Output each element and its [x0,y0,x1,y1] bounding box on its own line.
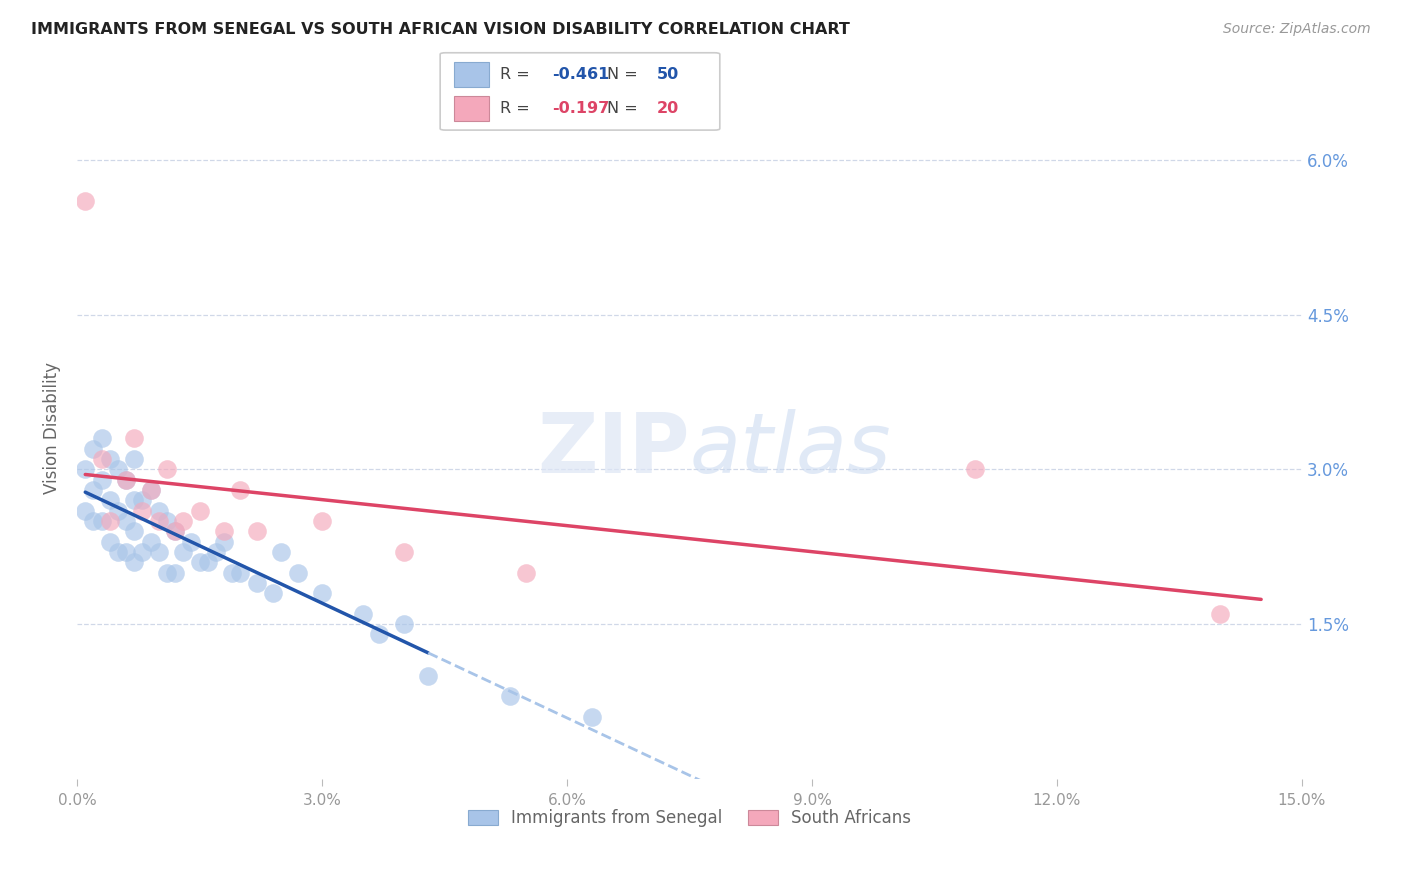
Point [581,710,603,724]
Point [197,555,219,569]
Point [90,473,112,487]
Point [172,514,194,528]
Point [188,555,211,569]
Point [156,566,179,580]
Point [75,462,97,476]
Point [368,627,391,641]
Point [221,566,243,580]
Point [156,514,179,528]
Point [246,575,269,590]
FancyBboxPatch shape [440,53,720,130]
Point [965,462,987,476]
Point [82,442,104,456]
Point [392,617,415,632]
Point [139,483,162,497]
Text: 20: 20 [657,101,679,116]
Point [352,607,374,621]
Point [229,566,252,580]
Point [287,566,309,580]
Point [165,566,187,580]
Point [212,524,235,539]
Point [131,504,153,518]
Point [90,432,112,446]
Point [139,483,162,497]
Point [262,586,284,600]
Point [148,514,170,528]
Point [122,555,145,569]
Point [1209,607,1232,621]
Y-axis label: Vision Disability: Vision Disability [44,362,60,494]
Point [156,462,179,476]
Point [98,534,121,549]
Point [165,524,187,539]
Point [311,586,333,600]
Point [148,504,170,518]
Bar [454,96,489,121]
Point [499,690,522,704]
Point [165,524,187,539]
Point [515,566,537,580]
Point [270,545,292,559]
Point [139,534,162,549]
Text: IMMIGRANTS FROM SENEGAL VS SOUTH AFRICAN VISION DISABILITY CORRELATION CHART: IMMIGRANTS FROM SENEGAL VS SOUTH AFRICAN… [31,22,849,37]
Point [82,483,104,497]
Point [115,473,138,487]
Point [131,493,153,508]
Point [107,504,129,518]
Text: -0.461: -0.461 [553,67,610,82]
Point [246,524,269,539]
Point [418,669,440,683]
Point [311,514,333,528]
Point [115,514,138,528]
Point [122,524,145,539]
Point [75,504,97,518]
Text: ZIP: ZIP [537,409,689,490]
Point [229,483,252,497]
Point [392,545,415,559]
Point [122,432,145,446]
Point [148,545,170,559]
Text: Source: ZipAtlas.com: Source: ZipAtlas.com [1223,22,1371,37]
Text: N =: N = [607,67,644,82]
Point [90,452,112,467]
Point [131,545,153,559]
Point [107,462,129,476]
Point [212,534,235,549]
Text: R =: R = [501,67,536,82]
Text: R =: R = [501,101,536,116]
Point [188,504,211,518]
Point [107,545,129,559]
Point [75,194,97,209]
Point [82,514,104,528]
Point [180,534,202,549]
Point [115,545,138,559]
Point [122,452,145,467]
Point [172,545,194,559]
Point [122,493,145,508]
Bar [454,62,489,87]
Point [98,514,121,528]
Point [115,473,138,487]
Text: 50: 50 [657,67,679,82]
Point [205,545,228,559]
Point [98,452,121,467]
Legend: Immigrants from Senegal, South Africans: Immigrants from Senegal, South Africans [461,803,918,834]
Text: atlas: atlas [689,409,891,490]
Text: -0.197: -0.197 [553,101,610,116]
Point [90,514,112,528]
Text: N =: N = [607,101,644,116]
Point [98,493,121,508]
